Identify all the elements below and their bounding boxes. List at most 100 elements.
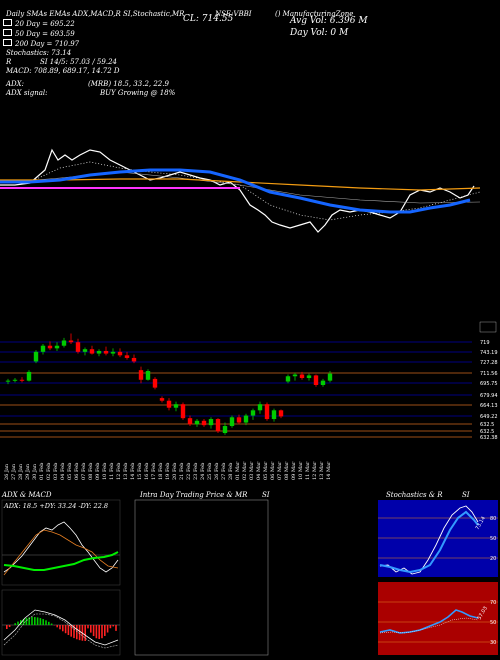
close-price: CL: 714.55 (183, 14, 234, 24)
macd-histogram-bar (59, 625, 61, 630)
stoch-level-label: 50 (490, 536, 496, 542)
candle-body (96, 350, 102, 354)
candle-body (33, 351, 39, 362)
date-tick-label: 08 Mar (284, 461, 290, 480)
candle-body (5, 380, 11, 382)
macd-histogram-bar (45, 620, 47, 625)
price-tick-label: 743.19 (480, 350, 498, 356)
price-tick-label: 664.13 (480, 403, 498, 409)
candle-body (320, 380, 326, 385)
sma50-line (0, 168, 471, 214)
date-tick-label: 27 Jan (11, 463, 17, 480)
macd-histogram-bar (115, 625, 117, 631)
date-tick-label: 10 Feb (102, 463, 108, 480)
adx-minus-di-line (3, 529, 119, 576)
axis-header-box (479, 321, 497, 333)
price-tick-label: 711.56 (480, 371, 498, 377)
macd-histogram-bar (56, 625, 58, 628)
price-tick-label: 649.22 (480, 414, 498, 420)
candle-body (145, 371, 151, 380)
date-tick-label: 14 Mar (326, 461, 332, 480)
candle-body (19, 379, 25, 381)
candle-body (75, 342, 81, 352)
price-tick-label: 679.94 (480, 393, 498, 399)
date-tick-label: 08 Feb (88, 463, 94, 480)
date-tick-label: 01 Mar (235, 461, 241, 480)
date-tick-label: 02 Mar (242, 461, 248, 480)
candle-body (173, 404, 179, 408)
adx-label: ADX: (6, 80, 25, 88)
date-tick-label: 04 Feb (60, 463, 66, 480)
rsi-value-label: 57.03 (477, 606, 489, 621)
rsi-panel-box (378, 582, 498, 655)
candle-body (187, 418, 193, 425)
sma200-line (0, 178, 481, 191)
macd-histogram-bar (31, 617, 33, 625)
macd-histogram-bar (109, 625, 112, 629)
candle-body (201, 420, 207, 426)
macd-histogram-bar (25, 617, 28, 625)
candle-body (61, 340, 67, 346)
mr-panel-title: Intra Day Trading Price & MR (140, 491, 248, 499)
date-tick-label: 05 Feb (67, 463, 73, 480)
candle-body (264, 404, 270, 420)
candle-body (117, 351, 123, 356)
avg-vol-label: Avg Vol: 6.396 M (290, 16, 368, 26)
company-label: () ManufacturingZone (275, 10, 354, 18)
macd-histogram-bar (84, 625, 86, 641)
candle-body (68, 340, 74, 343)
macd-histogram-bar (6, 625, 8, 629)
date-tick-label: 06 Feb (74, 463, 80, 480)
date-tick-label: 24 Feb (200, 463, 206, 480)
candle-body (278, 410, 284, 417)
date-tick-label: 13 Feb (123, 463, 129, 480)
candle-body (82, 349, 88, 352)
main-chart: 719 743.19 727.28 711.56 695.75 679.94 664.13 6… (0, 148, 498, 480)
adx-signal-label: ADX signal: (6, 89, 48, 97)
macd-histogram-bar (92, 625, 95, 637)
candle-body (222, 426, 228, 434)
candle-body (26, 371, 32, 381)
date-tick-label: 19 Feb (165, 463, 171, 480)
date-tick-label: 05 Mar (263, 461, 269, 480)
stoch-level-label: 20 (490, 556, 496, 562)
macd-histogram-bar (81, 625, 84, 641)
rsi-level-label: 50 (490, 620, 496, 626)
date-tick-label: 14 Feb (130, 463, 136, 480)
macd-histogram-bar (112, 625, 114, 627)
candle-body (47, 345, 53, 349)
candle-body (236, 417, 242, 423)
candle-body (229, 417, 235, 427)
macd-histogram-bar (98, 625, 100, 639)
sma200-label: 200 Day = 710.97 (3, 39, 79, 48)
stoch-panel-si: SI (462, 491, 470, 499)
price-tick-label: 632.38 (480, 435, 498, 441)
macd-histogram-bar (104, 625, 106, 636)
macd-histogram-bar (22, 618, 25, 625)
date-tick-label: 26 Jan (4, 463, 10, 480)
date-tick-label: 23 Feb (193, 463, 199, 480)
macd-histogram-bar (101, 625, 103, 639)
candle-body (110, 351, 116, 354)
intraday-panel-box (134, 499, 269, 656)
candle-body (257, 404, 263, 411)
day-vol-label: Day Vol: 0 M (290, 28, 349, 38)
candle-body (138, 370, 144, 380)
date-tick-label: 03 Mar (249, 461, 255, 480)
sma20-label: 20 Day = 695.22 (3, 19, 75, 28)
rsi-level-label: 30 (490, 640, 496, 646)
sma50-label: 50 Day = 693.59 (3, 29, 75, 38)
date-tick-label: 27 Feb (221, 463, 227, 480)
candle-body (159, 398, 165, 401)
candle-body (89, 349, 95, 354)
candle-body (250, 410, 256, 416)
macd-histogram-bar (48, 621, 50, 625)
macd-histogram-bar (87, 625, 89, 629)
macd-histogram-bar (36, 617, 39, 625)
adx-line (3, 551, 119, 571)
macd-histogram-bar (76, 625, 78, 640)
date-tick-label: 01 Feb (39, 463, 45, 480)
macd-histogram-bar (34, 617, 36, 625)
macd-histogram-bar (67, 625, 70, 636)
macd-panel-box (1, 589, 121, 656)
